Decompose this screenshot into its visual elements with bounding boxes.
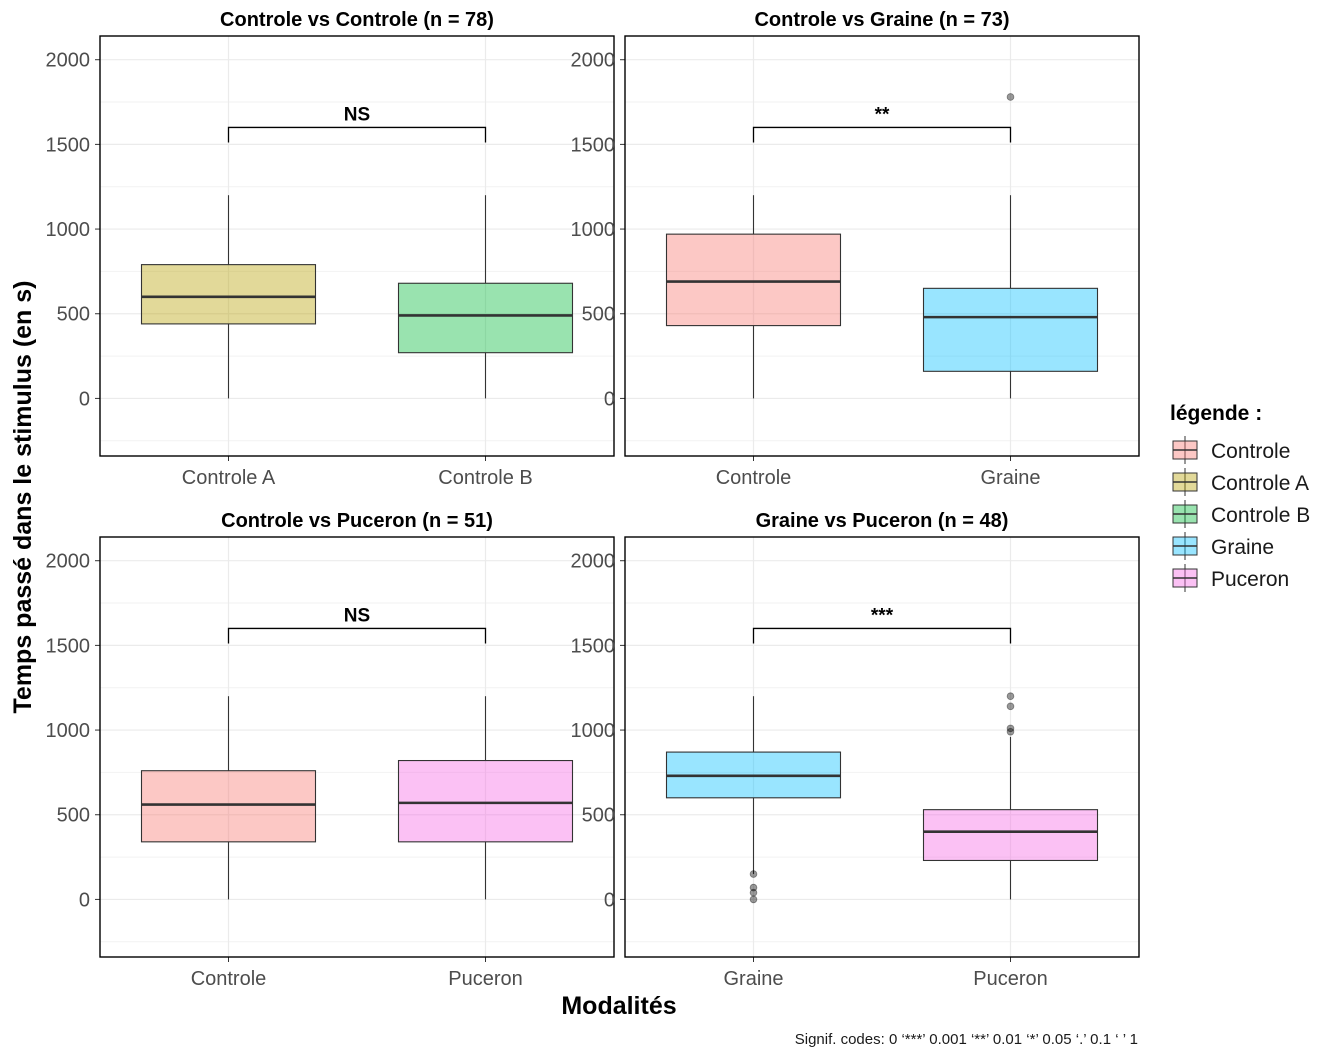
outlier-point	[1006, 692, 1015, 700]
legend-entry-controle-b: Controle B	[1172, 500, 1310, 528]
y-tick-label: 500	[57, 304, 90, 326]
significance-label: NS	[344, 104, 370, 125]
y-tick-label: 2000	[46, 551, 91, 573]
panel-title: Graine vs Puceron (n = 48)	[756, 510, 1009, 532]
y-tick-label: 500	[57, 805, 90, 827]
significance-label: ***	[871, 605, 894, 626]
panel-background	[100, 537, 614, 957]
panel-title: Controle vs Puceron (n = 51)	[221, 510, 493, 532]
y-tick-label: 1500	[571, 134, 616, 156]
box-graine	[665, 696, 842, 904]
x-tick-label: Controle A	[182, 467, 276, 489]
panel-3: 0 500 1000 1500 2000 Controle Puceron NS Control…	[46, 510, 615, 990]
y-tick-label: 2000	[571, 50, 616, 72]
legend-label: Controle	[1211, 440, 1290, 463]
outlier-point	[1006, 702, 1015, 711]
x-tick-label: Graine	[723, 968, 783, 990]
legend-entry-controle: Controle	[1172, 436, 1290, 464]
panel-title: Controle vs Controle (n = 78)	[220, 9, 494, 31]
significance-codes-caption: Signif. codes: 0 ‘***’ 0.001 ‘**’ 0.01 ‘…	[795, 1031, 1138, 1048]
y-tick-label: 1500	[46, 635, 91, 657]
legend: légende : Controle Controle A Controle B Gr…	[1170, 402, 1310, 592]
box-body	[140, 264, 317, 325]
panel-background	[625, 537, 1139, 957]
x-tick-label: Controle	[191, 968, 267, 990]
outlier-point	[749, 870, 758, 878]
outlier-point	[1006, 724, 1015, 733]
box-controle	[665, 195, 842, 399]
x-tick-label: Graine	[980, 467, 1040, 489]
panel-background	[100, 36, 614, 456]
box-controle	[140, 696, 317, 900]
significance-label: **	[875, 104, 890, 125]
y-tick-label: 1000	[46, 720, 91, 742]
box-body	[922, 809, 1099, 862]
significance-bracket	[227, 126, 487, 143]
significance-bracket	[227, 627, 487, 644]
box-body	[140, 770, 317, 843]
legend-label: Graine	[1211, 536, 1274, 559]
legend-title: légende :	[1170, 402, 1262, 425]
y-tick-label: 1000	[571, 720, 616, 742]
panel-border	[624, 35, 1140, 457]
box-puceron	[922, 692, 1099, 900]
significance-bracket	[752, 627, 1012, 644]
y-tick-label: 1500	[571, 635, 616, 657]
panel-1: 0 500 1000 1500 2000 Controle A Controle B NS Co…	[46, 9, 615, 489]
x-axis-title: Modalités	[561, 992, 676, 1020]
box-graine	[922, 93, 1099, 399]
outlier-point	[749, 888, 758, 897]
panel-background	[625, 36, 1139, 456]
legend-label: Puceron	[1211, 568, 1289, 591]
box-controle-b	[397, 195, 574, 399]
legend-label: Controle A	[1211, 472, 1309, 495]
legend-entry-graine: Graine	[1172, 532, 1274, 560]
outlier-point	[749, 895, 758, 904]
x-tick-label: Controle B	[438, 467, 533, 489]
box-controle-a	[140, 195, 317, 399]
panel-border	[624, 536, 1140, 958]
x-tick-label: Puceron	[448, 968, 523, 990]
outlier-point	[1006, 727, 1015, 736]
x-tick-label: Puceron	[973, 968, 1048, 990]
box-body	[397, 759, 574, 843]
x-tick-label: Controle	[716, 467, 792, 489]
panel-title: Controle vs Graine (n = 73)	[754, 9, 1009, 31]
y-tick-label: 500	[582, 304, 615, 326]
significance-label: NS	[344, 605, 370, 626]
y-tick-label: 500	[582, 805, 615, 827]
y-axis-title: Temps passé dans le stimulus (en s)	[9, 280, 37, 713]
outlier-point	[1006, 93, 1015, 101]
legend-entry-controle-a: Controle A	[1172, 468, 1309, 496]
y-tick-label: 1000	[571, 219, 616, 241]
significance-bracket	[752, 126, 1012, 143]
legend-label: Controle B	[1211, 504, 1310, 527]
y-tick-label: 0	[604, 889, 615, 911]
legend-entry-puceron: Puceron	[1172, 564, 1289, 592]
panel-border	[99, 35, 615, 457]
y-tick-label: 2000	[571, 551, 616, 573]
y-tick-label: 0	[79, 889, 90, 911]
y-tick-label: 2000	[46, 50, 91, 72]
panels-layer: 0 500 1000 1500 2000 Controle A Controle B NS Co…	[46, 9, 1140, 990]
panel-border	[99, 536, 615, 958]
box-body	[922, 287, 1099, 372]
outlier-point	[749, 883, 758, 892]
box-body	[665, 233, 842, 327]
box-body	[397, 282, 574, 354]
panel-4: 0 500 1000 1500 2000 Graine Puceron *** Graine v…	[571, 510, 1140, 990]
y-tick-label: 1000	[46, 219, 91, 241]
y-tick-label: 0	[604, 388, 615, 410]
panel-2: 0 500 1000 1500 2000 Controle Graine ** Controle…	[571, 9, 1140, 489]
y-tick-label: 1500	[46, 134, 91, 156]
y-tick-label: 0	[79, 388, 90, 410]
box-puceron	[397, 696, 574, 900]
